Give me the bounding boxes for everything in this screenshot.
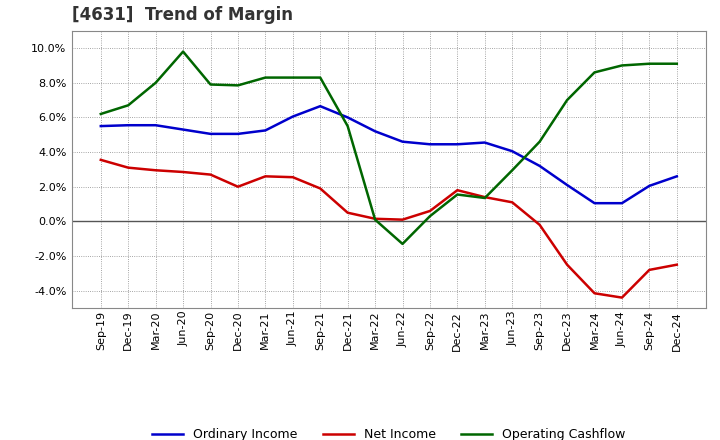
Operating Cashflow (618, 63, 626, 68)
Ordinary Income (398, 139, 407, 144)
Ordinary Income (480, 140, 489, 145)
Ordinary Income (124, 123, 132, 128)
Operating Cashflow (124, 103, 132, 108)
Ordinary Income (508, 149, 516, 154)
Net Income (343, 210, 352, 215)
Net Income (426, 208, 434, 213)
Ordinary Income (453, 142, 462, 147)
Ordinary Income (289, 114, 297, 119)
Operating Cashflow (179, 49, 187, 54)
Ordinary Income (233, 131, 242, 136)
Net Income (96, 157, 105, 162)
Line: Ordinary Income: Ordinary Income (101, 106, 677, 203)
Ordinary Income (536, 163, 544, 169)
Operating Cashflow (590, 70, 599, 75)
Ordinary Income (343, 115, 352, 120)
Operating Cashflow (453, 192, 462, 197)
Net Income (124, 165, 132, 170)
Net Income (536, 222, 544, 227)
Ordinary Income (151, 123, 160, 128)
Net Income (179, 169, 187, 175)
Net Income (233, 184, 242, 189)
Operating Cashflow (316, 75, 325, 80)
Operating Cashflow (480, 195, 489, 201)
Operating Cashflow (536, 139, 544, 144)
Net Income (316, 186, 325, 191)
Operating Cashflow (426, 213, 434, 219)
Operating Cashflow (261, 75, 270, 80)
Ordinary Income (563, 182, 572, 187)
Net Income (371, 216, 379, 221)
Net Income (261, 174, 270, 179)
Line: Operating Cashflow: Operating Cashflow (101, 51, 677, 244)
Net Income (151, 168, 160, 173)
Text: [4631]  Trend of Margin: [4631] Trend of Margin (72, 6, 293, 24)
Net Income (398, 217, 407, 222)
Operating Cashflow (343, 124, 352, 129)
Net Income (645, 267, 654, 272)
Operating Cashflow (206, 82, 215, 87)
Operating Cashflow (151, 80, 160, 85)
Ordinary Income (96, 124, 105, 129)
Operating Cashflow (233, 83, 242, 88)
Net Income (672, 262, 681, 268)
Operating Cashflow (672, 61, 681, 66)
Ordinary Income (590, 201, 599, 206)
Ordinary Income (426, 142, 434, 147)
Net Income (480, 194, 489, 200)
Ordinary Income (261, 128, 270, 133)
Net Income (206, 172, 215, 177)
Net Income (618, 295, 626, 300)
Line: Net Income: Net Income (101, 160, 677, 297)
Operating Cashflow (398, 241, 407, 246)
Operating Cashflow (645, 61, 654, 66)
Ordinary Income (316, 103, 325, 109)
Ordinary Income (672, 174, 681, 179)
Net Income (289, 175, 297, 180)
Ordinary Income (206, 131, 215, 136)
Ordinary Income (645, 183, 654, 188)
Ordinary Income (179, 127, 187, 132)
Operating Cashflow (289, 75, 297, 80)
Net Income (590, 291, 599, 296)
Ordinary Income (371, 128, 379, 134)
Net Income (563, 262, 572, 268)
Legend: Ordinary Income, Net Income, Operating Cashflow: Ordinary Income, Net Income, Operating C… (147, 423, 631, 440)
Operating Cashflow (371, 217, 379, 222)
Operating Cashflow (563, 97, 572, 103)
Net Income (453, 187, 462, 193)
Ordinary Income (618, 201, 626, 206)
Operating Cashflow (508, 168, 516, 173)
Net Income (508, 200, 516, 205)
Operating Cashflow (96, 111, 105, 117)
